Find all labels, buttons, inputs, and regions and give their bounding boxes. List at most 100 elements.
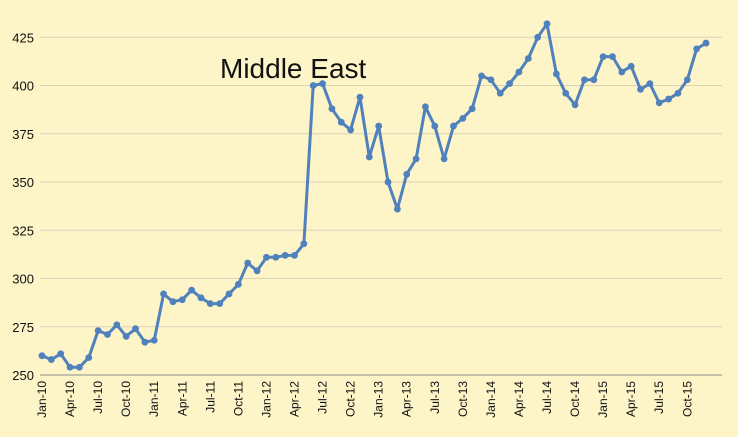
x-tick-label: Jul-10 bbox=[91, 381, 105, 414]
data-point bbox=[384, 178, 392, 186]
data-point bbox=[141, 338, 149, 346]
data-point bbox=[365, 153, 373, 161]
y-axis-tick-labels: 250 275 300 325 350 375 400 425 bbox=[12, 30, 34, 383]
y-tick-label: 300 bbox=[12, 272, 34, 287]
data-point bbox=[94, 327, 102, 335]
y-tick-label: 325 bbox=[12, 223, 34, 238]
data-point bbox=[609, 53, 616, 60]
data-point bbox=[543, 20, 551, 28]
data-point bbox=[253, 267, 261, 275]
x-tick-label: Apr-12 bbox=[288, 381, 302, 417]
x-tick-label: Apr-13 bbox=[400, 381, 414, 417]
data-point bbox=[693, 45, 701, 53]
data-point bbox=[393, 205, 401, 213]
x-tick-label: Jul-15 bbox=[652, 381, 666, 414]
x-tick-label: Oct-12 bbox=[344, 381, 358, 417]
data-point bbox=[618, 68, 626, 76]
data-point bbox=[150, 336, 158, 344]
data-point bbox=[496, 89, 504, 97]
x-tick-label: Jan-12 bbox=[259, 381, 273, 418]
data-point bbox=[375, 122, 383, 130]
data-point bbox=[85, 354, 93, 362]
data-point bbox=[38, 352, 46, 360]
y-tick-label: 350 bbox=[12, 175, 34, 190]
x-tick-label: Jul-14 bbox=[540, 381, 554, 414]
data-point bbox=[524, 55, 532, 62]
data-point bbox=[57, 350, 65, 358]
gridlines bbox=[40, 36, 722, 328]
data-point bbox=[309, 82, 317, 89]
data-point bbox=[113, 321, 121, 329]
data-point bbox=[590, 76, 598, 84]
data-point bbox=[599, 53, 607, 60]
data-point bbox=[562, 89, 570, 97]
data-point bbox=[178, 296, 186, 304]
data-point bbox=[356, 93, 364, 101]
x-tick-label: Jul-13 bbox=[428, 381, 442, 414]
data-point bbox=[665, 95, 672, 103]
data-point bbox=[225, 290, 233, 298]
data-point bbox=[160, 290, 167, 298]
data-point bbox=[431, 122, 439, 130]
data-point bbox=[581, 76, 588, 84]
data-point bbox=[291, 251, 298, 259]
data-point bbox=[244, 259, 252, 267]
data-point bbox=[328, 105, 336, 113]
x-tick-label: Jan-10 bbox=[35, 381, 49, 418]
data-point bbox=[468, 105, 476, 113]
x-tick-label: Oct-13 bbox=[456, 381, 470, 417]
x-tick-label: Jan-14 bbox=[484, 381, 498, 418]
data-point bbox=[422, 103, 429, 111]
data-point bbox=[515, 68, 523, 76]
data-point bbox=[440, 155, 448, 163]
x-tick-label: Jul-12 bbox=[316, 381, 330, 414]
data-point bbox=[506, 80, 514, 88]
data-point bbox=[281, 251, 289, 259]
series-line bbox=[41, 22, 707, 369]
y-tick-label: 425 bbox=[12, 30, 34, 45]
x-tick-label: Oct-14 bbox=[568, 381, 582, 417]
x-tick-label: Jul-11 bbox=[203, 381, 217, 413]
x-tick-label: Jan-15 bbox=[596, 381, 610, 418]
data-point bbox=[347, 126, 355, 134]
data-point bbox=[646, 80, 654, 88]
data-point bbox=[197, 294, 205, 302]
y-tick-label: 375 bbox=[12, 127, 34, 142]
x-tick-label: Oct-15 bbox=[680, 381, 694, 417]
data-point bbox=[403, 170, 411, 178]
data-point bbox=[674, 89, 682, 97]
y-tick-label: 250 bbox=[12, 368, 34, 383]
x-tick-label: Apr-11 bbox=[175, 381, 189, 416]
data-point bbox=[47, 356, 55, 363]
y-tick-label: 275 bbox=[12, 320, 34, 335]
data-point bbox=[169, 298, 177, 306]
data-point bbox=[263, 253, 270, 261]
x-tick-label: Apr-14 bbox=[512, 381, 526, 417]
x-tick-label: Apr-15 bbox=[624, 381, 638, 417]
x-axis-tick-labels: Jan-10 Apr-10 Jul-10 Oct-10 Jan-11 Apr-11 Jul-… bbox=[35, 381, 694, 418]
data-point bbox=[655, 99, 663, 107]
data-point bbox=[627, 62, 635, 70]
data-point bbox=[637, 86, 644, 93]
data-point bbox=[337, 118, 345, 126]
data-point bbox=[478, 72, 485, 80]
x-tick-label: Oct-11 bbox=[231, 381, 245, 416]
data-point bbox=[206, 300, 214, 307]
data-point bbox=[552, 70, 560, 78]
data-point bbox=[76, 363, 83, 371]
data-point bbox=[300, 240, 308, 248]
data-point bbox=[272, 253, 280, 261]
data-point bbox=[122, 333, 130, 340]
x-tick-label: Oct-10 bbox=[119, 381, 133, 417]
x-tick-label: Apr-10 bbox=[63, 381, 77, 417]
data-point bbox=[66, 363, 74, 371]
series-layer bbox=[38, 20, 710, 371]
data-point bbox=[104, 331, 111, 338]
x-tick-label: Jan-13 bbox=[372, 381, 386, 418]
data-point bbox=[319, 80, 326, 88]
x-tick-label: Jan-11 bbox=[147, 381, 161, 417]
data-point bbox=[571, 101, 579, 109]
y-tick-label: 400 bbox=[12, 79, 34, 94]
